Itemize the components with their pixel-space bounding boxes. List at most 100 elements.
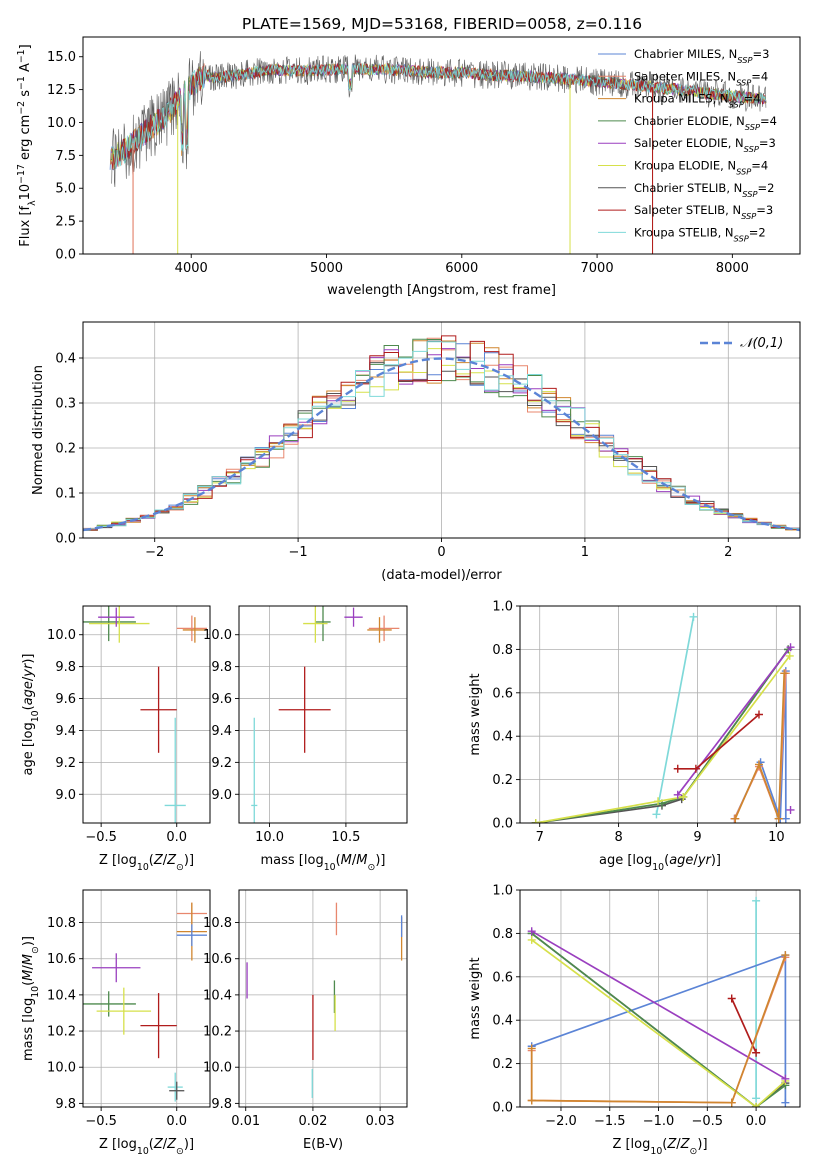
label-part: =3 (759, 136, 776, 150)
y-axis-label: mass weight (468, 957, 483, 1039)
label-part: mass [log (261, 853, 324, 868)
legend-entry: Salpeter MILES, NSSP=4 (634, 69, 768, 87)
weight-line (531, 932, 786, 1107)
y-axis-label: Normed distribution (31, 365, 46, 495)
panel-mass_vs_ebv: 0.01 0.02 0.03 9.8 10.0 10.2 10.4 10.6 10.8 E(B-V… (203, 889, 408, 1152)
y-tick-label: 1.0 (492, 884, 513, 899)
weight-marker (752, 1094, 761, 1103)
y-axis-label: Flux [fλ10−17 erg cm−2 s−1 A−1] (16, 44, 38, 246)
x-tick-label: 9 (693, 830, 701, 845)
label-part: SSP (734, 233, 749, 243)
y-tick-label: 0.0 (55, 248, 76, 263)
y-tick-label: 0.1 (55, 487, 76, 502)
y-tick-label: 0.4 (492, 730, 513, 745)
label-part: )] (375, 853, 385, 868)
label-part: 10 (652, 862, 664, 873)
weight-marker (691, 764, 700, 773)
plot-area (527, 896, 790, 1107)
label-part: 10 (324, 862, 336, 873)
legend-entry: Chabrier STELIB, NSSP=2 (634, 181, 774, 199)
y-tick-label: 10.6 (47, 952, 76, 967)
y-tick-label: 0.6 (492, 686, 513, 701)
weight-line (531, 930, 786, 1080)
label-part: SSP (737, 55, 752, 65)
label-part: erg cm (18, 115, 33, 164)
x-tick-label: −0.5 (85, 830, 117, 845)
y-tick-label: 0.0 (492, 1101, 513, 1116)
label-part: =2 (757, 181, 774, 195)
weight-marker (752, 1048, 761, 1057)
weight-marker (531, 819, 540, 823)
x-tick-label: −0.5 (692, 1114, 724, 1129)
x-tick-label: −2 (145, 545, 164, 560)
weight-marker (727, 994, 736, 1003)
y-tick-label: 12.5 (47, 83, 76, 98)
label-part: )] (184, 1137, 194, 1152)
legend-entry: Chabrier ELODIE, NSSP=4 (634, 114, 777, 132)
weight-marker (731, 814, 740, 823)
y-tick-label: 10.0 (203, 628, 232, 643)
label-part: 10 (137, 862, 149, 873)
y-axis-label: age [log10(age/yr)] (21, 653, 41, 775)
label-part: / (163, 1137, 168, 1152)
weight-line (531, 939, 786, 1107)
label-part: )] (184, 853, 194, 868)
label-part: E(B-V) (303, 1137, 343, 1152)
label-part: yr (697, 853, 713, 868)
label-part: SSP (736, 77, 751, 87)
weight-line (734, 673, 786, 820)
label-part: M (21, 954, 36, 965)
weight-marker (781, 1098, 790, 1107)
y-tick-label: 10.0 (47, 1061, 76, 1076)
label-part: ( (662, 1137, 667, 1152)
y-tick-label: 9.8 (55, 660, 76, 675)
x-axis-label: Z [log10(Z/Z⊙)] (99, 1137, 194, 1157)
label-part: age (669, 853, 693, 868)
normal-curve (83, 357, 800, 532)
label-part: Z (666, 1137, 677, 1152)
x-tick-label: −1.0 (643, 1114, 675, 1129)
y-tick-label: 5.0 (55, 182, 76, 197)
label-part: yr (21, 662, 36, 678)
x-tick-label: 7 (536, 830, 544, 845)
label-part: ⊙ (30, 946, 41, 954)
label-part: Z (680, 1137, 691, 1152)
label-part: SSP (745, 122, 760, 132)
y-tick-label: 15.0 (47, 50, 76, 65)
label-part: ⊙ (176, 862, 184, 873)
y-tick-label: 10.6 (203, 952, 232, 967)
y-tick-label: 9.4 (55, 724, 76, 739)
label-part: SSP (742, 189, 757, 199)
label-part: Salpeter MILES, N (634, 69, 736, 83)
weight-marker (780, 669, 789, 678)
y-tick-label: 9.2 (55, 756, 76, 771)
panel-spectrum: 4000 5000 6000 7000 8000 0.0 2.5 5.0 7.5 10.0 12.5… (16, 36, 801, 298)
label-part: 10 (30, 710, 41, 722)
x-axis-label: mass [log10(M/M⊙)] (261, 853, 386, 873)
label-part: SSP (736, 167, 751, 177)
weight-marker (781, 814, 790, 823)
label-part: =4 (751, 159, 768, 173)
legend-entry: Kroupa ELODIE, NSSP=4 (634, 159, 768, 177)
label-part: 10 (18, 184, 33, 201)
plot-area (246, 902, 403, 1098)
weight-marker (679, 792, 688, 801)
weight-marker (527, 927, 536, 936)
x-tick-label: 8000 (716, 261, 749, 276)
plot-area (251, 606, 400, 823)
label-part: −17 (16, 164, 27, 184)
y-axis-label: mass [log10(M/M⊙)] (21, 936, 41, 1061)
label-part: M (21, 970, 36, 981)
grid (83, 890, 210, 1107)
y-tick-label: 0.3 (55, 397, 76, 412)
y-tick-label: 0.6 (492, 970, 513, 985)
y-tick-label: 0.2 (55, 442, 76, 457)
label-part: SSP (729, 100, 744, 110)
label-part: age [log (599, 853, 652, 868)
label-part: age [log (21, 722, 36, 775)
x-tick-label: 0.0 (166, 1114, 187, 1129)
axes-frame (82, 36, 801, 255)
axes-frame (238, 889, 408, 1108)
label-part: Z (166, 853, 177, 868)
